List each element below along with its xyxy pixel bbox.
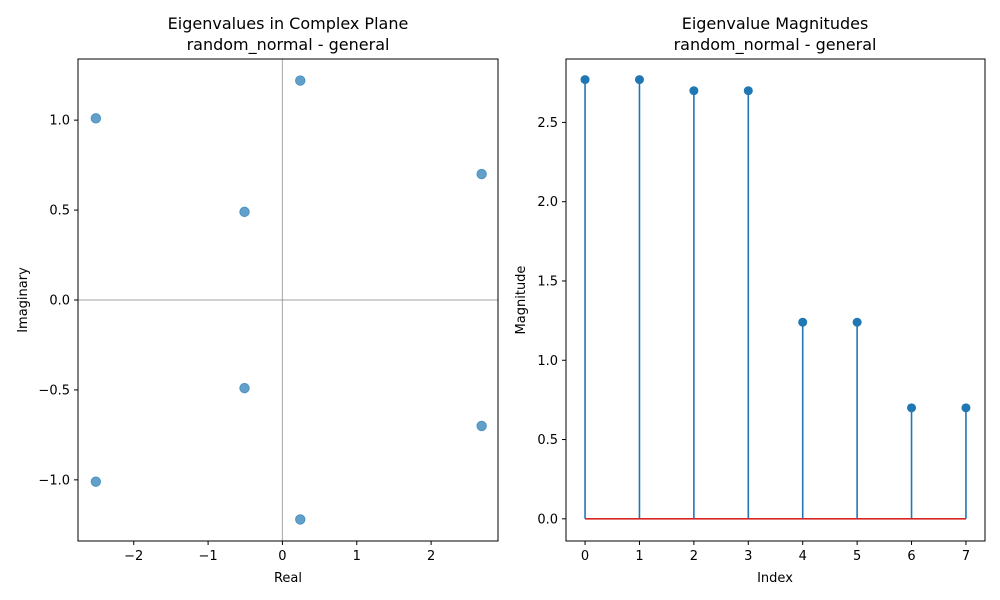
x-tick-label: −2 — [124, 549, 143, 564]
stem-marker — [634, 75, 644, 85]
x-tick-label: 0 — [581, 549, 589, 564]
y-tick-label: 1.0 — [49, 114, 70, 129]
x-tick-label: 1 — [635, 549, 643, 564]
x-tick-label: 3 — [744, 549, 752, 564]
stem-marks — [580, 75, 971, 520]
chart-subtitle: random_normal - general — [674, 35, 877, 55]
eigenvalue-point — [90, 476, 102, 487]
y-tick-label: 0.0 — [49, 294, 70, 309]
x-tick-label: 2 — [690, 549, 698, 564]
chart-title: Eigenvalue Magnitudes — [682, 14, 869, 33]
eigenvalue-point — [476, 420, 487, 432]
y-axis-label: Magnitude — [514, 266, 529, 335]
stem-marker — [798, 317, 808, 327]
plot-frame — [77, 58, 499, 542]
y-tick-label: 2.5 — [537, 116, 558, 131]
chart-subtitle: random_normal - general — [187, 35, 390, 55]
x-tick-label: 7 — [962, 549, 970, 564]
eigenvalue-point — [239, 382, 250, 394]
plot-frame — [565, 58, 986, 542]
y-axis-label: Imaginary — [16, 267, 31, 333]
x-tick-label: −1 — [199, 549, 218, 564]
eigenvalue-point — [295, 75, 306, 86]
x-axis-label: Index — [757, 571, 793, 586]
y-tick-label: 1.5 — [537, 274, 558, 289]
stem-marker — [852, 317, 862, 327]
x-tick-label: 0 — [278, 549, 286, 564]
y-tick-label: −1.0 — [38, 473, 70, 488]
eigenvalue-point — [90, 113, 102, 124]
complex-plane-panel: Eigenvalues in Complex Plane random_norm… — [16, 14, 499, 586]
y-tick-label: −0.5 — [38, 383, 70, 398]
reference-lines — [78, 59, 498, 541]
x-axis-label: Real — [274, 571, 302, 586]
eigenvalue-point — [295, 514, 306, 525]
stem-marker — [961, 403, 971, 413]
x-tick-label: 1 — [353, 549, 361, 564]
y-tick-label: 0.0 — [537, 512, 558, 527]
eigenvalue-point — [476, 168, 487, 180]
stem-marker — [580, 75, 590, 85]
eigenvalue-point — [239, 206, 250, 218]
chart-title: Eigenvalues in Complex Plane — [168, 14, 409, 33]
y-tick-label: 2.0 — [537, 195, 558, 210]
y-tick-label: 1.0 — [537, 354, 558, 369]
axis-ticks: 0 1 2 3 4 5 6 7 0.0 0.5 1.0 1.5 2.0 2.5 — [537, 116, 970, 564]
axis-ticks: −2 −1 0 1 2 −1.0 −0.5 0.0 0.5 1.0 — [38, 114, 435, 564]
y-tick-label: 0.5 — [49, 204, 70, 219]
stem-marker — [907, 403, 917, 413]
y-tick-label: 0.5 — [537, 433, 558, 448]
stem-marker — [689, 86, 699, 96]
stem-marker — [743, 86, 753, 96]
x-tick-label: 5 — [853, 549, 861, 564]
x-tick-label: 2 — [427, 549, 435, 564]
magnitudes-panel: Eigenvalue Magnitudes random_normal - ge… — [514, 14, 986, 586]
x-tick-label: 4 — [799, 549, 807, 564]
x-tick-label: 6 — [907, 549, 915, 564]
scatter-points — [90, 75, 487, 525]
